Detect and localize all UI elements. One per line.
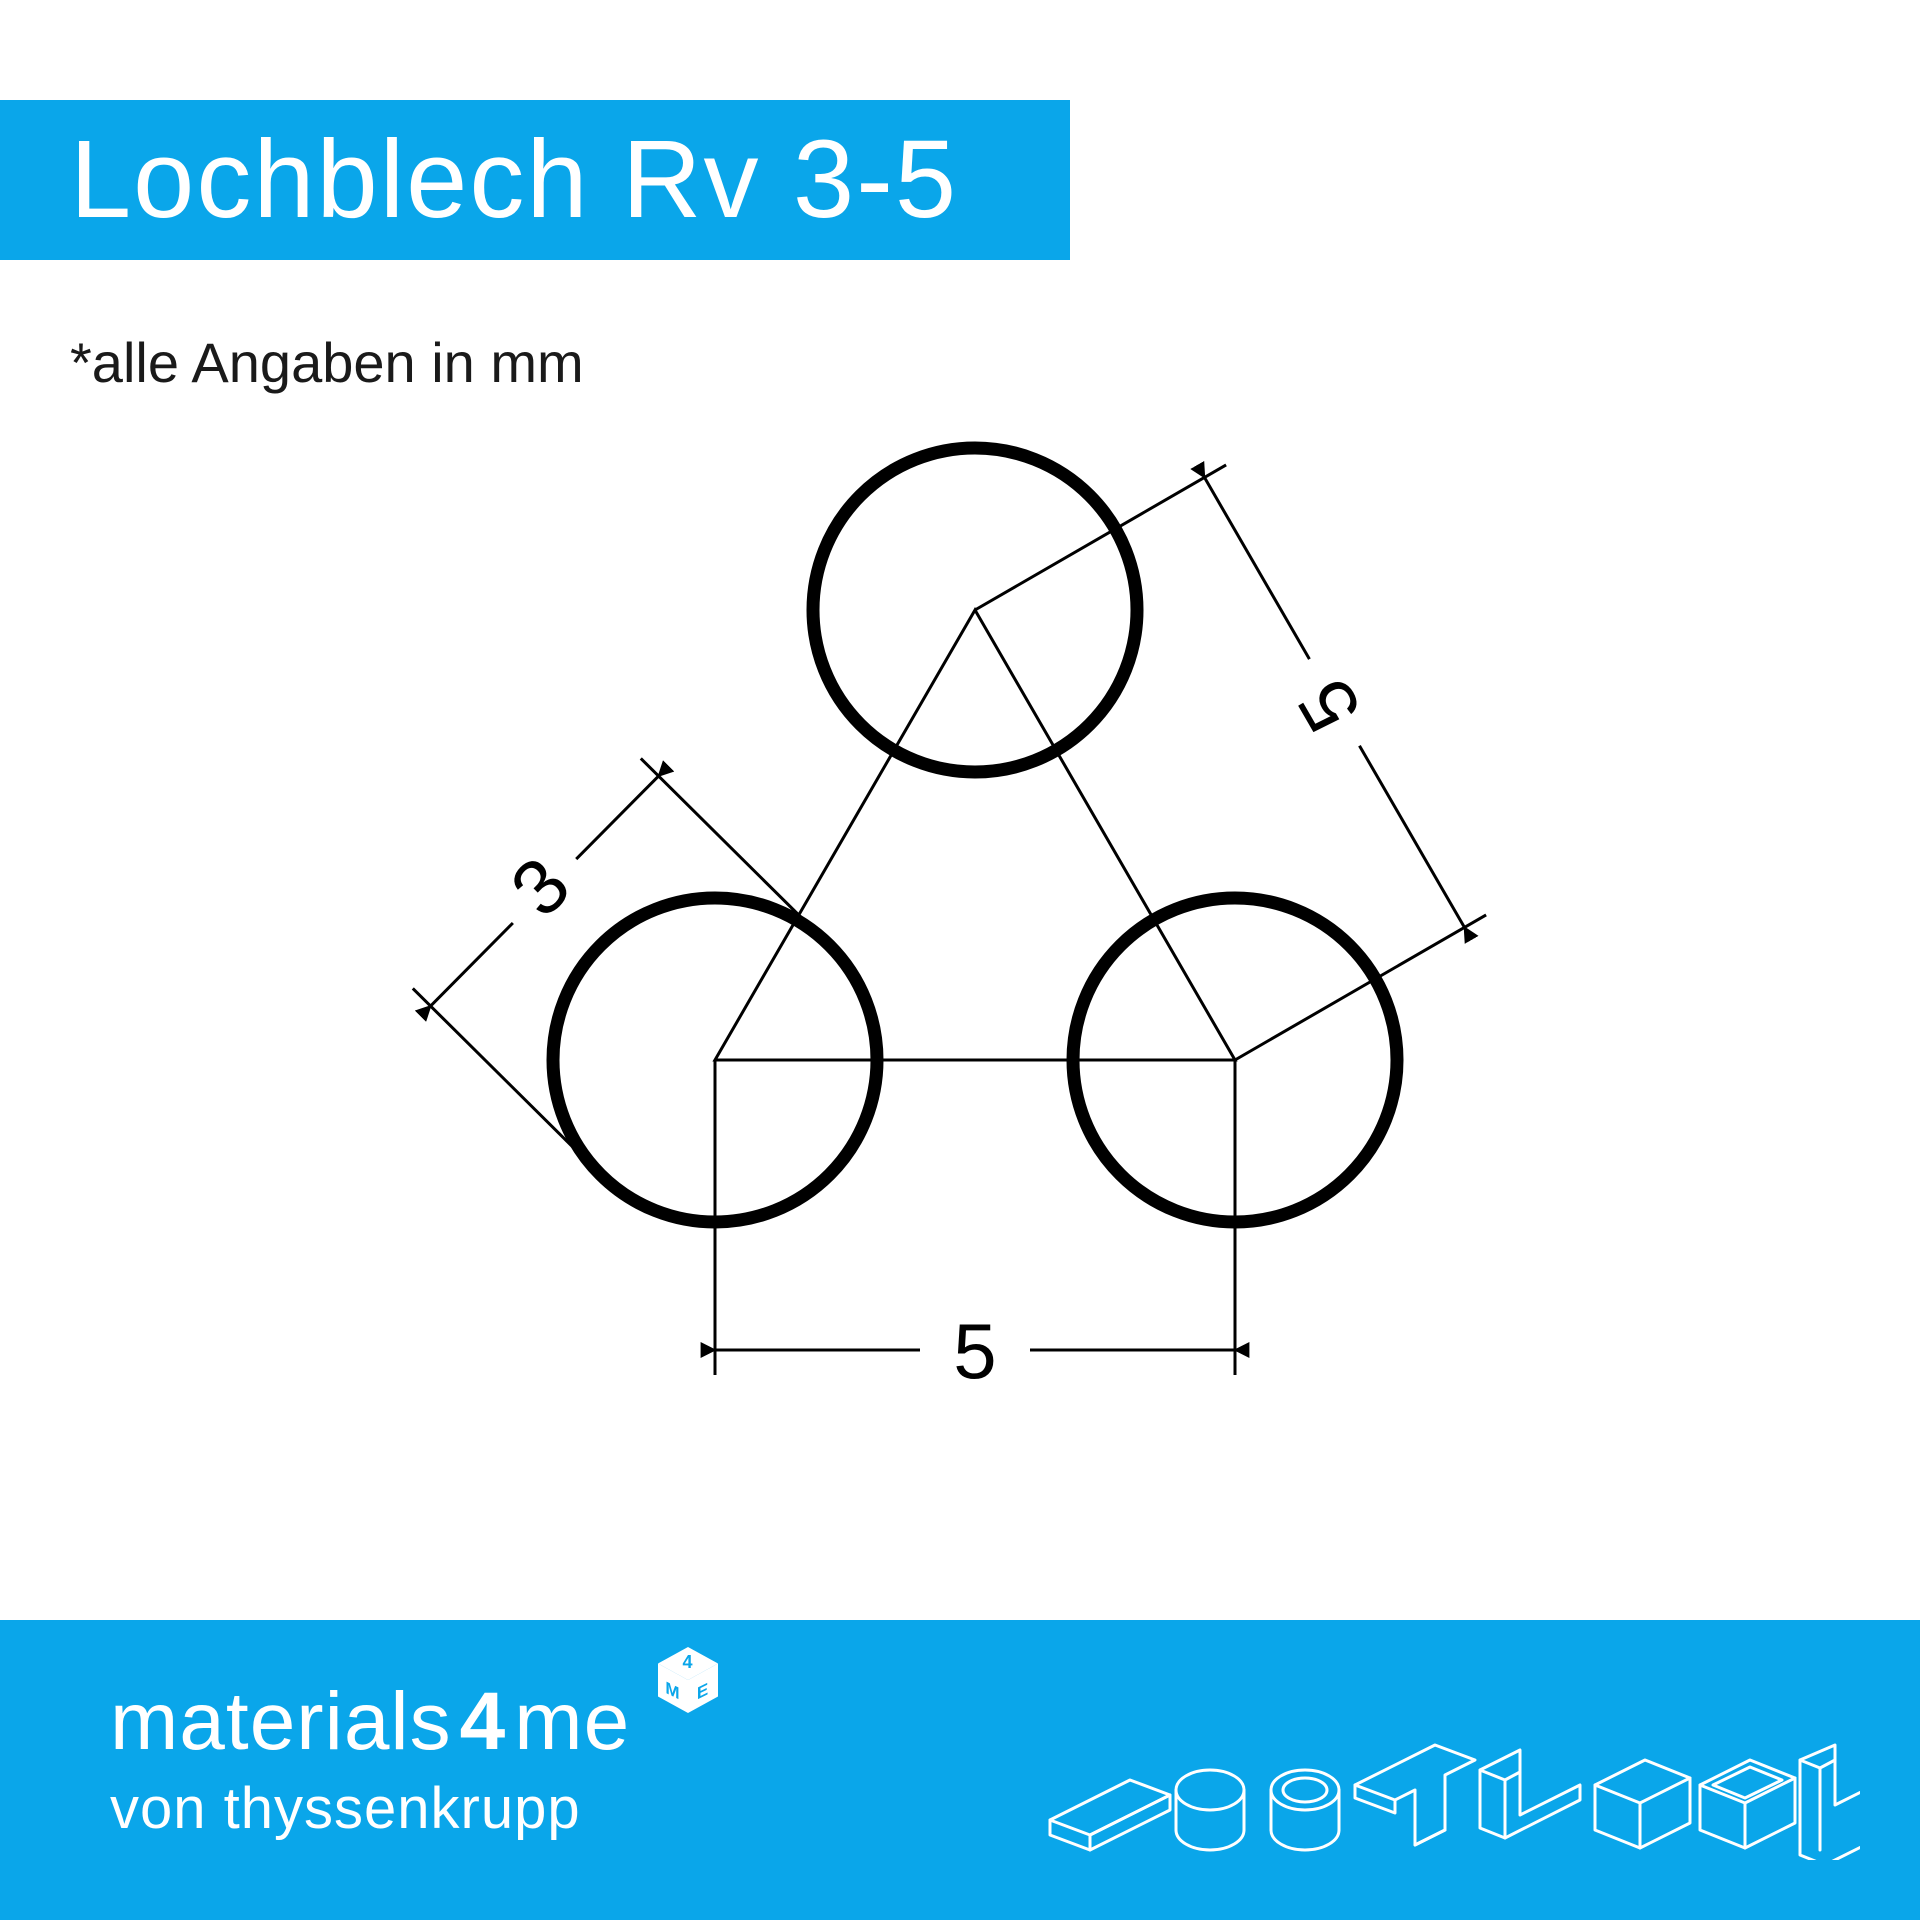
svg-text:5: 5 [1280,665,1378,747]
svg-text:5: 5 [953,1307,996,1395]
svg-text:3: 3 [493,840,586,933]
perforation-diagram: 5 5 3 [210,380,1710,1480]
brand-word-materials: materials [110,1676,452,1767]
brand-block: materials4me 4ME von thyssenkrupp [110,1675,728,1842]
brand-word-me: me [514,1676,630,1767]
brand-line-1: materials4me 4ME [110,1675,728,1769]
footer-bar: materials4me 4ME von thyssenkrupp [0,1620,1920,1920]
svg-text:4: 4 [682,1652,693,1672]
brand-word-4: 4 [452,1676,515,1767]
title-bar: Lochblech Rv 3-5 [0,100,1070,260]
profile-shapes-icon [1040,1690,1860,1860]
page-title: Lochblech Rv 3-5 [70,125,958,235]
page-canvas: Lochblech Rv 3-5 *alle Angaben in mm 553… [0,0,1920,1920]
brand-cube-icon: 4ME [648,1641,728,1721]
brand-line-2: von thyssenkrupp [110,1775,728,1842]
